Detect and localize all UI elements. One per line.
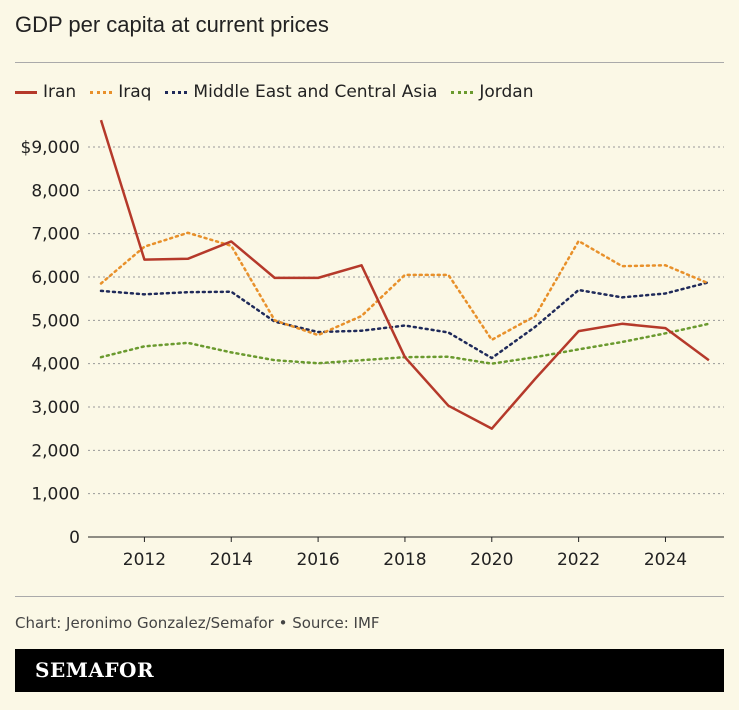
- series-line-middle-east-and-central-asia: [99, 280, 711, 360]
- divider: [15, 596, 724, 597]
- y-tick-label: 6,000: [31, 268, 80, 288]
- y-tick-label: 5,000: [31, 311, 80, 331]
- series-line-iran: [99, 119, 710, 430]
- legend-label: Iran: [43, 82, 77, 102]
- y-tick-label: 2,000: [31, 441, 80, 461]
- x-tick-label: 2016: [296, 550, 339, 570]
- line-chart: 0 1,000 2,000 3,000 4,000 5,000 6,000 7,000 8,00…: [21, 119, 724, 570]
- x-tick-label: 2020: [470, 550, 513, 570]
- y-tick-label: $9,000: [21, 138, 80, 158]
- series-line-iraq: [99, 231, 711, 342]
- legend-label: Jordan: [479, 82, 534, 102]
- divider: [15, 62, 724, 63]
- x-tick-label: 2024: [644, 550, 687, 570]
- legend-item-iran: Iran: [15, 82, 76, 102]
- legend-swatch: [451, 90, 474, 94]
- legend-swatch: [90, 90, 113, 94]
- legend-label: Middle East and Central Asia: [193, 82, 438, 102]
- x-tick-label: 2014: [210, 550, 253, 570]
- legend-swatch: [165, 90, 188, 94]
- legend-item-meca: Middle East and Central Asia: [165, 82, 437, 102]
- legend: Iran Iraq Middle East and Central Asia J…: [15, 82, 533, 102]
- y-tick-label: 3,000: [31, 398, 80, 418]
- legend-item-iraq: Iraq: [90, 82, 151, 102]
- legend-swatch: [15, 90, 37, 94]
- y-tick-label: 1,000: [31, 485, 80, 505]
- x-tick-label: 2012: [123, 550, 166, 570]
- chart-title: GDP per capita at current prices: [15, 12, 329, 37]
- x-tick-label: 2022: [557, 550, 600, 570]
- legend-item-jordan: Jordan: [451, 82, 533, 102]
- footer-bar: SEMAFOR: [15, 649, 724, 692]
- y-tick-label: 8,000: [31, 181, 80, 201]
- x-tick-label: 2018: [383, 550, 426, 570]
- y-tick-label: 4,000: [31, 355, 80, 375]
- y-tick-label: 0: [69, 528, 80, 548]
- legend-label: Iraq: [118, 82, 152, 102]
- semafor-logo: SEMAFOR: [35, 658, 155, 682]
- y-tick-label: 7,000: [31, 225, 80, 245]
- source-note: Chart: Jeronimo Gonzalez/Semafor • Sourc…: [15, 614, 380, 632]
